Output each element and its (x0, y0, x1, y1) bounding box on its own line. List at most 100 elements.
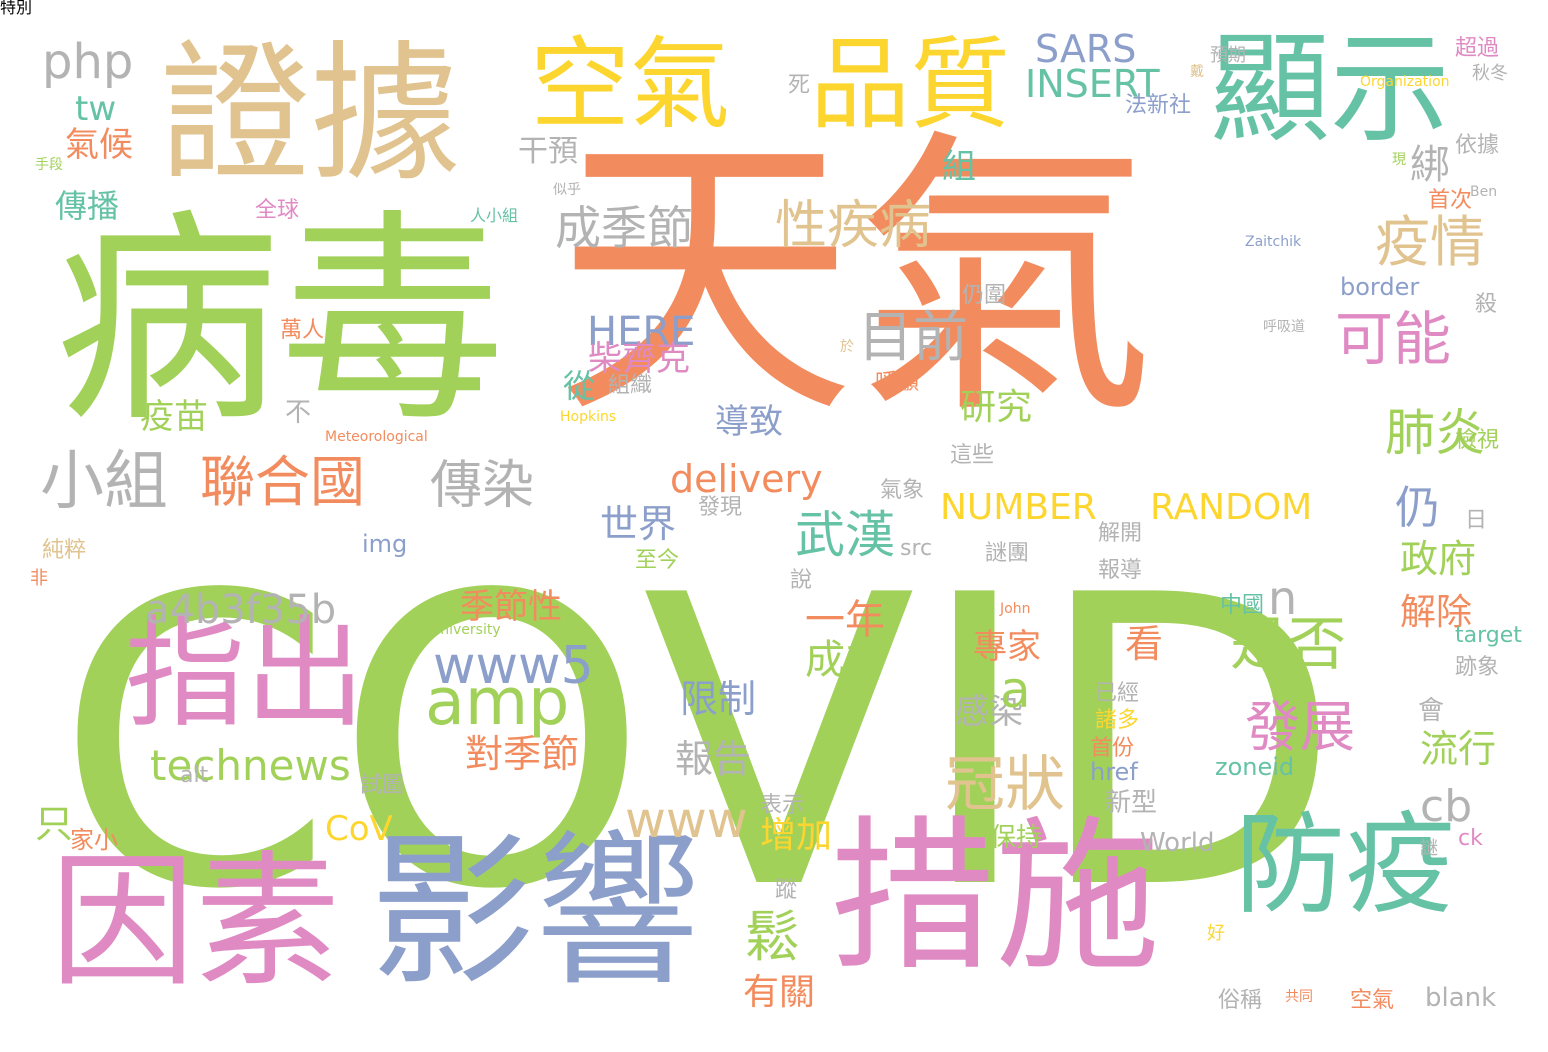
word-epidemic-prevention: 防疫 (1235, 801, 1455, 929)
word-look: 看 (1125, 622, 1164, 666)
word-trace: 蹤 (775, 878, 798, 903)
word-infection: 感染 (955, 692, 1023, 732)
word-a: a (1000, 661, 1031, 719)
word-world-zh: 世界 (600, 502, 677, 546)
word-insert: INSERT (1025, 62, 1160, 106)
word-kill: 殺 (1475, 292, 1498, 317)
word-united-nations: 聯合國 (200, 450, 366, 514)
word-seems: 似乎 (553, 182, 581, 198)
word-ten-thousand: 萬人 (280, 318, 325, 343)
word-alt: alt (180, 763, 209, 788)
word-expected: 預期 (1210, 45, 1246, 66)
word-bind: 綁 (1410, 142, 1450, 188)
word-unravel: 解開 (1098, 521, 1143, 546)
word-air-small: 空氣 (1350, 988, 1395, 1013)
word-zoneid: zoneid (1215, 753, 1295, 781)
word-zaitchik: 柴齊克 (588, 339, 690, 379)
word-will: 會 (1418, 696, 1445, 726)
word-non: 非 (30, 568, 48, 589)
word-group: 組 (942, 147, 976, 187)
word-organization-en: Organization (1360, 74, 1450, 90)
word-increase: 增加 (760, 815, 833, 856)
word-tw: tw (75, 89, 117, 129)
word-meteorological: Meteorological (325, 429, 428, 445)
word-weather: 天氣 (555, 105, 1155, 454)
word-news-report: 報導 (1098, 558, 1143, 583)
word-border: border (1340, 273, 1420, 301)
word-intervene: 干預 (518, 134, 578, 169)
word-according: 依據 (1455, 133, 1500, 158)
word-common: 共同 (1285, 989, 1313, 1005)
word-one-year: 一年 (805, 597, 885, 643)
word-a4b3f35b: a4b3f35b (145, 587, 337, 633)
word-evidence: 證據 (160, 28, 461, 202)
word-whether: 是否 (1230, 610, 1347, 678)
word-factors: 因素 (50, 838, 340, 1007)
word-loose: 鬆 (745, 905, 801, 969)
word-purely: 純粹 (42, 538, 87, 563)
word-php: php (42, 34, 134, 90)
word-many: 諸多 (1095, 708, 1140, 733)
word-n: n (1268, 571, 1298, 625)
word-possible: 可能 (1335, 305, 1452, 373)
word-maintain: 保持 (990, 823, 1043, 853)
word-already: 已經 (1095, 681, 1140, 706)
word-exceed: 超過 (1455, 36, 1500, 61)
word-review: 檢視 (1455, 428, 1500, 453)
word-src: src (900, 536, 933, 561)
word-this-one: 這場 (1103, 598, 1148, 623)
word-blank: blank (1425, 983, 1497, 1013)
word-death: 死 (788, 73, 811, 98)
word-measures: 措施 (830, 801, 1160, 993)
word-point-out: 指出 (125, 605, 365, 744)
word-covid: COVID (55, 512, 1342, 977)
word-signs: 跡象 (1455, 655, 1500, 680)
word-research: 研究 (960, 387, 1033, 428)
word-report: 報告 (675, 737, 752, 781)
word-discover: 發現 (698, 495, 743, 520)
word-special: 特別 (0, 0, 33, 17)
word-afp: 法新社 (1125, 93, 1192, 118)
word-become: 成為 (805, 637, 885, 683)
word-number: NUMBER (940, 487, 1097, 528)
word-random: RANDOM (1150, 487, 1313, 528)
word-target: target (1455, 623, 1522, 648)
word-disease: 性疾病 (775, 196, 932, 256)
word-wuhan: 武漢 (795, 506, 895, 564)
word-still-surround: 仍圍 (962, 283, 1007, 308)
word-attempt: 試圖 (360, 773, 405, 798)
word-home-small: 家小 (70, 826, 118, 854)
word-currently: 目前 (858, 305, 969, 369)
word-pandemic: 流行 (1420, 727, 1497, 771)
word-organization: 組織 (608, 373, 653, 398)
word-air: 空氣 (530, 26, 730, 143)
word-wear: 戴 (1190, 64, 1204, 80)
word-john: John (1000, 601, 1031, 617)
word-development: 發展 (1245, 695, 1356, 759)
word-lift: 解除 (1400, 592, 1473, 633)
word-only: 只 (35, 802, 74, 846)
word-day: 日 (1465, 508, 1488, 533)
word-www: www (625, 791, 748, 849)
word-from: 從 (563, 367, 596, 405)
word-panel: 小組 (40, 445, 168, 519)
word-respiratory: 呼吸道 (1263, 319, 1305, 335)
word-good: 好 (1207, 923, 1225, 944)
word-vaccine: 疫苗 (140, 397, 208, 437)
word-cause: 導致 (715, 402, 783, 442)
word-virus: 病毒 (55, 191, 505, 453)
word-autumn-winter: 秋冬 (1472, 63, 1508, 84)
word-seasonal-1: 成季節 (555, 201, 693, 255)
word-now: 現 (1392, 152, 1406, 168)
word-quality: 品質 (810, 26, 1010, 143)
word-commonly: 俗稱 (1218, 988, 1263, 1013)
word-pneumonia: 肺炎 (1385, 404, 1485, 462)
word-ck: ck (1458, 826, 1483, 851)
word-mystery: 謎團 (985, 541, 1030, 566)
word-img: img (362, 530, 408, 558)
word-so-far: 至今 (635, 548, 680, 573)
word-at: 於 (840, 339, 854, 355)
word-these: 這些 (950, 443, 995, 468)
word-riddle: 謎 (1420, 838, 1438, 859)
